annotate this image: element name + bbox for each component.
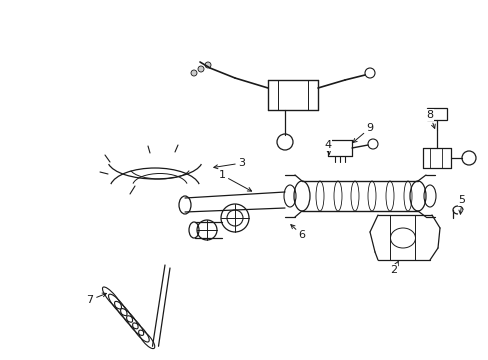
Circle shape <box>204 62 210 68</box>
Text: 3: 3 <box>213 158 245 169</box>
Text: 9: 9 <box>352 123 373 143</box>
Text: 4: 4 <box>324 140 331 154</box>
Circle shape <box>198 66 203 72</box>
Text: 8: 8 <box>426 110 434 129</box>
Text: 5: 5 <box>458 195 465 214</box>
Text: 2: 2 <box>389 261 398 275</box>
Text: 7: 7 <box>86 293 106 305</box>
Text: 1: 1 <box>218 170 251 191</box>
Bar <box>426 108 446 120</box>
Text: 6: 6 <box>290 225 305 240</box>
Circle shape <box>191 70 197 76</box>
